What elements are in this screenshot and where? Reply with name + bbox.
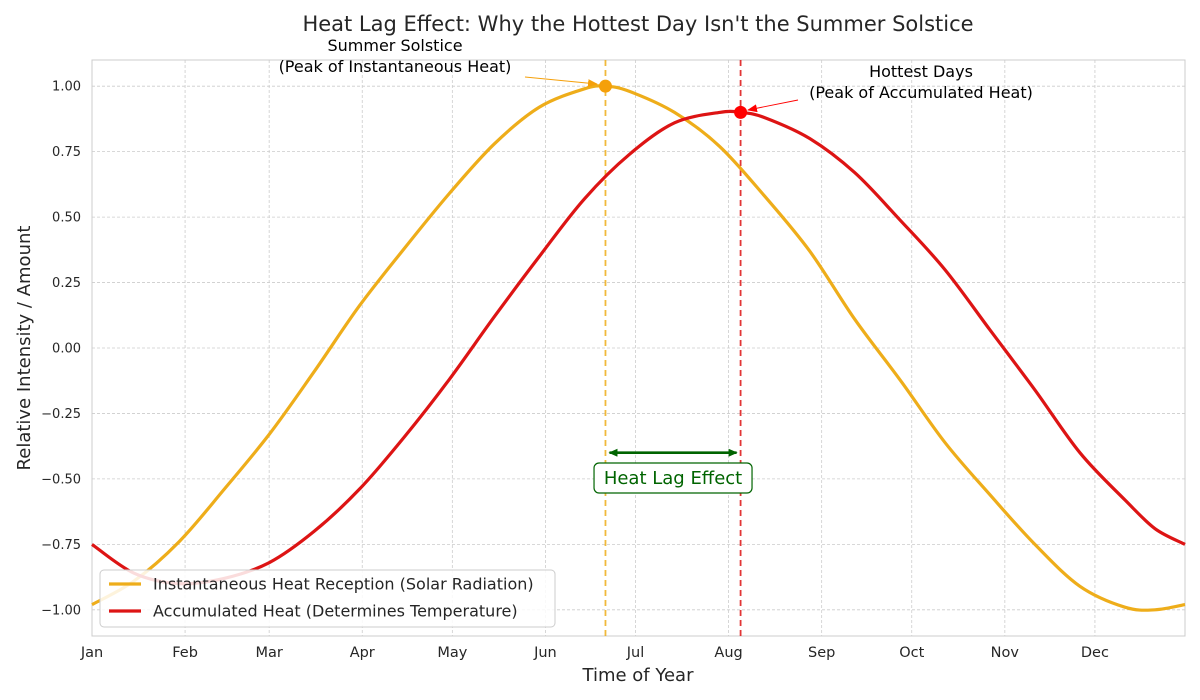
x-tick-label: Mar bbox=[255, 645, 282, 661]
x-tick-label: Aug bbox=[714, 645, 742, 661]
legend-label-1: Instantaneous Heat Reception (Solar Radi… bbox=[153, 575, 534, 594]
x-tick-label: Jun bbox=[533, 645, 557, 661]
x-tick-label: May bbox=[437, 645, 467, 661]
y-tick-label: −0.25 bbox=[41, 407, 81, 422]
x-tick-label: Oct bbox=[899, 645, 924, 661]
legend-label-2: Accumulated Heat (Determines Temperature… bbox=[153, 602, 518, 621]
annotation-1-line-2: (Peak of Instantaneous Heat) bbox=[279, 57, 512, 76]
x-tick-label: Jan bbox=[80, 645, 103, 661]
x-tick-label: Dec bbox=[1081, 645, 1109, 661]
annotation-2-line-1: Hottest Days bbox=[869, 62, 973, 81]
annotation-1-arrow bbox=[524, 76, 598, 88]
heat-lag-label: Heat Lag Effect bbox=[604, 468, 742, 489]
plot-frame bbox=[91, 59, 1186, 637]
y-tick-label: −0.75 bbox=[41, 538, 81, 553]
heat-lag-annotation: Heat Lag Effect bbox=[593, 448, 753, 494]
annotation-2-line-2: (Peak of Accumulated Heat) bbox=[809, 83, 1033, 102]
y-tick-label: 0.00 bbox=[52, 342, 81, 357]
x-tick-label: Apr bbox=[350, 645, 375, 661]
series-lines bbox=[91, 84, 1186, 612]
y-axis-label: Relative Intensity / Amount bbox=[14, 226, 35, 471]
x-tick-label: Jul bbox=[626, 645, 645, 661]
legend-box bbox=[99, 569, 556, 628]
y-tick-label: 0.50 bbox=[52, 211, 81, 226]
peak-marker-1 bbox=[598, 79, 612, 93]
series-line-2 bbox=[91, 109, 1186, 586]
tick-labels: Jan Feb Mar Apr May Jun Jul Aug Sep Oct Nov Dec 1.00… bbox=[41, 80, 1109, 661]
series-line-1 bbox=[91, 84, 1186, 612]
x-axis-label: Time of Year bbox=[582, 665, 695, 686]
annotation-1-line-1: Summer Solstice bbox=[327, 36, 462, 55]
x-tick-label: Nov bbox=[991, 645, 1020, 661]
annotation-2-arrow bbox=[747, 99, 799, 113]
y-tick-label: −1.00 bbox=[41, 603, 81, 618]
legend: Instantaneous Heat Reception (Solar Radi… bbox=[99, 569, 556, 628]
grid-lines bbox=[91, 60, 1185, 636]
reference-lines bbox=[604, 60, 742, 636]
y-tick-label: 1.00 bbox=[52, 80, 81, 95]
peak-markers bbox=[598, 79, 748, 119]
heat-lag-box bbox=[593, 462, 753, 494]
y-tick-label: 0.75 bbox=[52, 145, 81, 160]
peak-marker-2 bbox=[734, 105, 748, 119]
x-tick-label: Feb bbox=[172, 645, 198, 661]
annotations: Summer Solstice (Peak of Instantaneous He… bbox=[279, 36, 1033, 113]
x-tick-label: Sep bbox=[808, 645, 835, 661]
y-tick-label: −0.50 bbox=[41, 472, 81, 487]
chart-title: Heat Lag Effect: Why the Hottest Day Isn… bbox=[302, 12, 973, 36]
y-tick-label: 0.25 bbox=[52, 276, 81, 291]
